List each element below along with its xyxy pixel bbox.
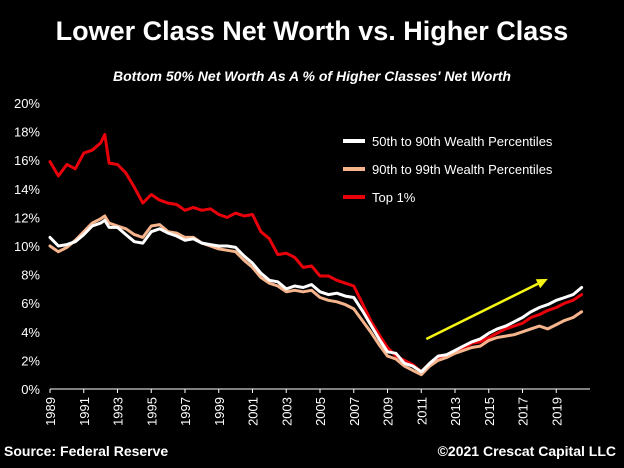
x-axis: 1989 1991 1993 1995 1997 1999 2001 2003 2005 2007… xyxy=(43,388,590,426)
x-tick-label: 2005 xyxy=(313,397,328,426)
legend-label-0: 50th to 90th Wealth Percentiles xyxy=(372,134,553,149)
x-tick-label: 2009 xyxy=(381,397,396,426)
chart-subtitle: Bottom 50% Net Worth As A % of Higher Cl… xyxy=(113,68,511,84)
trend-arrow-head xyxy=(535,278,548,289)
legend-label-1: 90th to 99th Wealth Percentiles xyxy=(372,162,553,177)
series-line-0 xyxy=(48,218,584,374)
x-tick-label: 1991 xyxy=(77,397,92,426)
y-tick-label: 8% xyxy=(21,268,40,283)
series-line-2 xyxy=(48,133,584,374)
y-tick-label: 12% xyxy=(14,210,40,225)
y-tick-label: 14% xyxy=(14,182,40,197)
y-axis: 0% 2% 4% 6% 8% 10% 12% 14% 16% 18% 20% xyxy=(14,96,40,397)
x-tick-label: 1997 xyxy=(178,397,193,426)
legend: 50th to 90th Wealth Percentiles 90th to 9… xyxy=(343,134,553,205)
series-line-1 xyxy=(48,214,584,377)
y-tick-label: 16% xyxy=(14,153,40,168)
y-tick-label: 18% xyxy=(14,125,40,140)
x-tick-label: 1993 xyxy=(111,397,126,426)
y-tick-label: 6% xyxy=(21,296,40,311)
x-tick-label: 2007 xyxy=(347,397,362,426)
x-tick-label: 2017 xyxy=(516,397,531,426)
legend-label-2: Top 1% xyxy=(372,190,416,205)
x-tick-label: 1995 xyxy=(144,397,159,426)
y-tick-label: 0% xyxy=(21,382,40,397)
x-tick-label: 2019 xyxy=(549,397,564,426)
y-tick-label: 2% xyxy=(21,353,40,368)
x-tick-label: 1989 xyxy=(43,397,58,426)
y-tick-label: 4% xyxy=(21,325,40,340)
x-tick-label: 2015 xyxy=(482,397,497,426)
trend-arrow-layer xyxy=(425,278,548,341)
x-tick-label: 2003 xyxy=(279,397,294,426)
trend-arrow-shaft xyxy=(425,282,539,341)
y-tick-label: 10% xyxy=(14,239,40,254)
x-tick-label: 2001 xyxy=(246,397,261,426)
x-tick-label: 2013 xyxy=(448,397,463,426)
chart-title: Lower Class Net Worth vs. Higher Class xyxy=(55,16,569,46)
y-tick-label: 20% xyxy=(14,96,40,111)
series-layer xyxy=(48,133,584,377)
x-tick-label: 2011 xyxy=(414,397,429,425)
copyright-note: ©2021 Crescat Capital LLC xyxy=(437,443,616,459)
source-note: Source: Federal Reserve xyxy=(4,443,169,459)
x-tick-label: 1999 xyxy=(212,397,227,426)
